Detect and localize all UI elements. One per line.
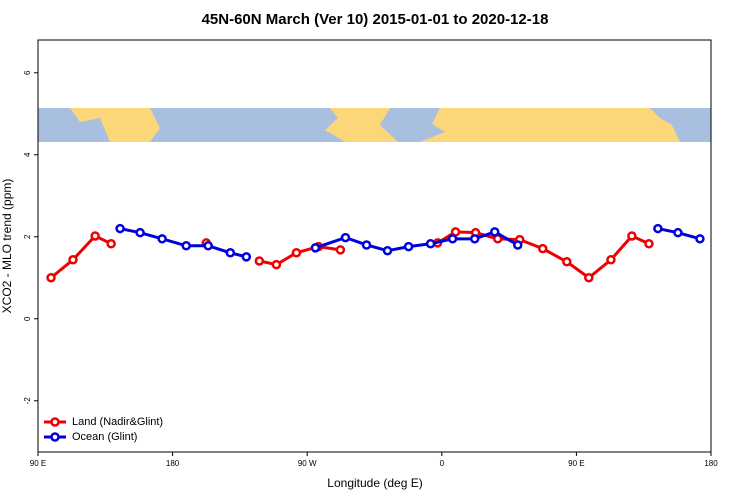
data-point: [513, 240, 523, 250]
data-point: [489, 227, 500, 237]
data-point: [46, 273, 56, 283]
data-point: [673, 227, 683, 238]
data-point: [361, 240, 372, 250]
data-point: [181, 241, 191, 251]
y-tick-label: 0: [23, 316, 32, 321]
data-point: [382, 245, 393, 256]
data-point: [310, 243, 321, 253]
data-point: [90, 231, 100, 241]
data-point: [644, 238, 654, 249]
chart-title: 45N-60N March (Ver 10) 2015-01-01 to 202…: [202, 11, 549, 28]
data-point: [538, 243, 548, 254]
x-tick-label: 180: [704, 459, 718, 468]
x-tick-label: 90 E: [568, 459, 584, 468]
map-band: [38, 108, 711, 142]
y-axis-label: XCO2 - MLO trend (ppm): [0, 179, 14, 314]
data-point: [627, 231, 637, 241]
data-point: [254, 256, 265, 266]
data-point: [447, 234, 458, 244]
data-point: [335, 245, 346, 255]
x-tick-label: 90 E: [30, 459, 46, 468]
legend-marker: [50, 417, 60, 427]
data-point: [203, 241, 213, 251]
x-tick-label: 180: [166, 459, 180, 468]
data-point: [225, 248, 236, 258]
y-tick-label: -2: [23, 397, 32, 405]
data-point: [135, 227, 145, 238]
x-axis-label: Longitude (deg E): [327, 476, 422, 490]
x-tick-label: 90 W: [298, 459, 317, 468]
y-tick-label: 6: [23, 70, 32, 75]
plot-frame: [37, 39, 712, 453]
legend-label: Ocean (Glint): [72, 431, 137, 443]
data-point: [68, 254, 78, 265]
legend-label: Land (Nadir&Glint): [72, 416, 163, 428]
data-point: [653, 223, 663, 234]
y-tick-label: 2: [23, 234, 32, 239]
data-point: [106, 238, 116, 249]
data-point: [291, 248, 302, 258]
data-point: [584, 273, 594, 283]
data-point: [425, 238, 436, 249]
data-point: [403, 241, 414, 252]
data-point: [340, 232, 351, 243]
data-point: [115, 223, 125, 234]
data-point: [271, 259, 282, 270]
data-point: [562, 257, 572, 267]
data-point: [606, 254, 616, 265]
legend-marker: [50, 432, 60, 442]
x-tick-label: 0: [440, 459, 445, 468]
data-point: [157, 234, 167, 244]
y-tick-label: 4: [23, 152, 32, 157]
data-point: [695, 234, 705, 244]
data-point: [469, 234, 480, 244]
data-point: [241, 252, 252, 262]
